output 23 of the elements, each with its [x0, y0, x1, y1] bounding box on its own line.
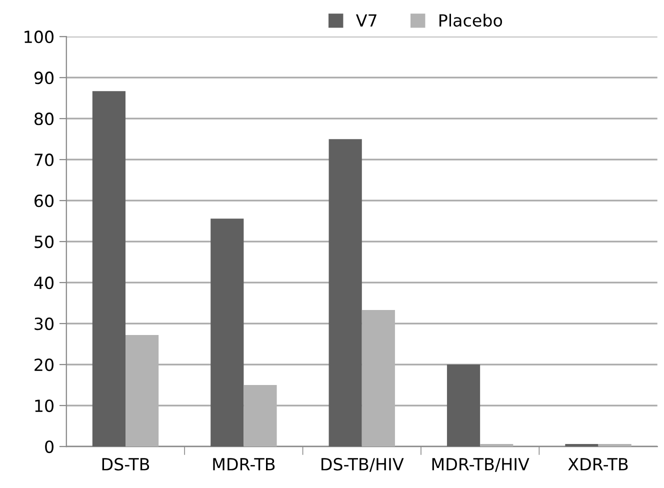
bar [446, 364, 480, 447]
bar [565, 444, 598, 447]
bar [328, 139, 362, 447]
y-tick-label: 20 [34, 358, 54, 372]
x-tick-label: XDR-TB [568, 458, 628, 470]
y-tick-label: 0 [45, 440, 54, 454]
bar [92, 91, 126, 447]
y-tick-label: 50 [34, 236, 54, 248]
x-tick-label: MDR-TB/HIV [432, 458, 530, 472]
x-tick-label: MDR-TB [213, 458, 275, 470]
y-tick-label: 70 [34, 154, 54, 166]
x-tick-label: DS-TB [102, 458, 150, 471]
y-tick-label: 10 [35, 399, 54, 412]
x-tick-label: DS-TB/HIV [322, 458, 404, 472]
bar [210, 218, 244, 447]
legend-label: V7 [356, 14, 376, 26]
y-tick-label: 40 [34, 276, 54, 290]
y-tick-label: 60 [34, 194, 54, 208]
y-tick-label: 30 [34, 318, 54, 330]
y-tick-label: 90 [34, 72, 54, 84]
legend-label: Placebo [440, 14, 502, 27]
y-tick-label: 80 [34, 112, 54, 126]
y-tick-label: 100 [24, 30, 54, 44]
